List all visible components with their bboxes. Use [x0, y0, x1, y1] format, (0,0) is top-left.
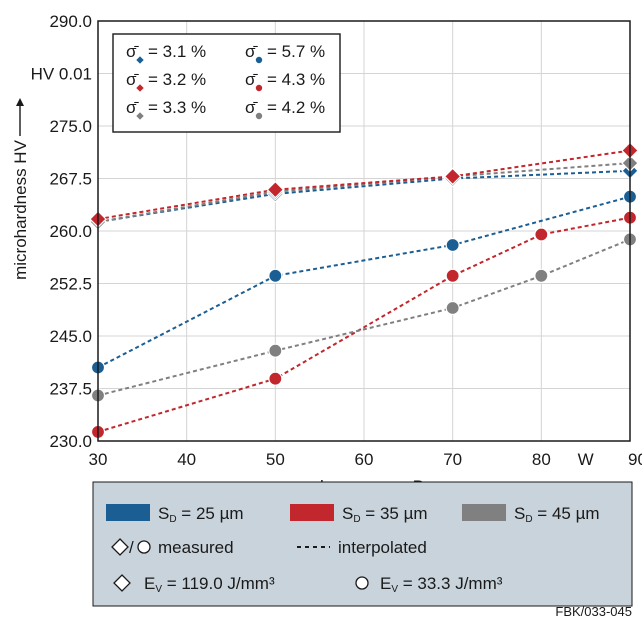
- x-tick-label: 60: [355, 450, 374, 469]
- legend-energy-circle: [355, 576, 369, 590]
- sigma-symbol: σ̄: [245, 98, 258, 117]
- sigma-symbol: σ̄: [245, 42, 258, 61]
- sigma-value: = 3.1 %: [148, 42, 206, 61]
- y-tick-label: 245.0: [49, 327, 92, 346]
- plot-frame: [97, 20, 631, 442]
- sigma-symbol: σ̄: [126, 70, 139, 89]
- series-line: [97, 149, 631, 221]
- circle-marker: [268, 268, 283, 283]
- circle-marker: [534, 227, 549, 242]
- circle-marker: [268, 343, 283, 358]
- series-line: [97, 216, 631, 433]
- series-line: [97, 162, 631, 223]
- stats-box-frame: [112, 33, 341, 133]
- sigma-marker-circle: [254, 55, 264, 65]
- legend-swatch: [462, 504, 506, 521]
- legend-swatch: [106, 504, 150, 521]
- y-axis-label: microhardness HV: [11, 139, 30, 279]
- legend-energy-label: EV = 119.0 J/mm³: [144, 574, 275, 595]
- figure-credit: FBK/033-045: [555, 604, 632, 619]
- sigma-value: = 3.2 %: [148, 70, 206, 89]
- x-axis-unit: W: [578, 450, 594, 469]
- series-line: [97, 169, 631, 223]
- y-tick-label: 260.0: [49, 222, 92, 241]
- sigma-value: = 3.3 %: [148, 98, 206, 117]
- legend-energy-label: EV = 33.3 J/mm³: [380, 574, 503, 595]
- legend-energy-diamond: [113, 574, 131, 592]
- y-tick-label: 230.0: [49, 432, 92, 451]
- sigma-value: = 4.2 %: [267, 98, 325, 117]
- legend-group-label: SD = 45 µm: [514, 504, 600, 525]
- legend-interpolated-label: interpolated: [338, 538, 427, 557]
- sigma-symbol: σ̄: [126, 42, 139, 61]
- legend-diamond-icon: [111, 538, 129, 556]
- sigma-marker-diamond: [134, 54, 146, 66]
- y-tick-label: 237.5: [49, 380, 92, 399]
- y-axis-arrowhead: [16, 98, 24, 106]
- legend-group-label: SD = 35 µm: [342, 504, 428, 525]
- x-tick-label: 70: [443, 450, 462, 469]
- x-tick-label: 40: [177, 450, 196, 469]
- x-tick-labels: 30 40 50 60 70 80 90 W: [89, 450, 642, 469]
- legend-slash: /: [129, 538, 134, 557]
- sigma-marker-diamond: [134, 110, 146, 122]
- diamond-marker: [266, 180, 285, 199]
- sigma-symbol: σ̄: [126, 98, 139, 117]
- y-tick-label: 275.0: [49, 117, 92, 136]
- sigma-marker-diamond: [134, 82, 146, 94]
- legend-swatch: [290, 504, 334, 521]
- x-tick-label: 80: [532, 450, 551, 469]
- circle-marker: [534, 268, 549, 283]
- sigma-value: = 5.7 %: [267, 42, 325, 61]
- circle-marker: [445, 237, 460, 253]
- sigma-value: = 4.3 %: [267, 70, 325, 89]
- y-tick-label: 267.5: [49, 170, 92, 189]
- x-tick-label: 90: [628, 450, 642, 469]
- sigma-marker-circle: [254, 83, 264, 93]
- y-axis-title: microhardness HV: [11, 98, 30, 280]
- legend-circle-icon: [137, 540, 151, 554]
- x-tick-label: 50: [266, 450, 285, 469]
- y-tick-label: 290.0: [49, 12, 92, 31]
- y-axis-unit: HV 0.01: [31, 65, 92, 84]
- std-deviation-box: σ̄ = 3.1 % σ̄ = 5.7 % σ̄ = 3.2 % σ̄ = 4.3 % σ̄ = …: [112, 33, 341, 133]
- series-lines: [97, 149, 631, 433]
- circle-marker: [268, 371, 283, 386]
- y-tick-label: 252.5: [49, 275, 92, 294]
- legend-group-label: SD = 25 µm: [158, 504, 244, 525]
- legend-measured-label: measured: [158, 538, 234, 557]
- series-line: [97, 195, 631, 369]
- x-tick-label: 30: [89, 450, 108, 469]
- series-markers: [89, 141, 639, 439]
- circle-marker: [445, 300, 460, 316]
- circle-marker: [445, 268, 460, 283]
- sigma-marker-circle: [254, 111, 264, 121]
- sigma-symbol: σ̄: [245, 70, 258, 89]
- y-tick-labels: 230.0 237.5 245.0 252.5 260.0 267.5 275.0 290.0…: [31, 12, 92, 451]
- legend: SD = 25 µm SD = 35 µm SD = 45 µm / measured i…: [92, 481, 633, 607]
- diamond-marker: [443, 167, 462, 186]
